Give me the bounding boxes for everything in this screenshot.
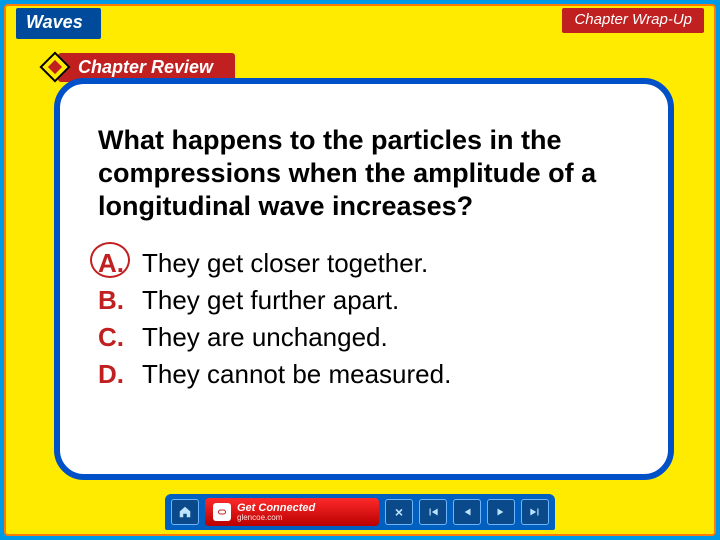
link-icon	[213, 503, 231, 521]
connected-subtitle: glencoe.com	[237, 514, 315, 522]
answer-letter: A.	[98, 245, 142, 282]
slide-outer: Waves Chapter Wrap-Up Chapter Review Wha…	[0, 0, 720, 540]
connected-text: Get Connected glencoe.com	[237, 503, 315, 522]
answer-text: They cannot be measured.	[142, 356, 451, 393]
answer-option[interactable]: C. They are unchanged.	[98, 319, 630, 356]
answer-list: A. They get closer together. B. They get…	[98, 245, 630, 393]
answer-option[interactable]: D. They cannot be measured.	[98, 356, 630, 393]
quiz-card: What happens to the particles in the com…	[54, 78, 674, 480]
last-icon	[528, 505, 542, 519]
answer-text: They get further apart.	[142, 282, 399, 319]
nav-toolbar: Get Connected glencoe.com ×	[165, 494, 555, 530]
topic-label: Waves	[26, 12, 83, 32]
next-icon	[494, 505, 508, 519]
close-icon: ×	[395, 504, 403, 520]
first-icon	[426, 505, 440, 519]
question-text: What happens to the particles in the com…	[98, 124, 630, 223]
slide-frame: Waves Chapter Wrap-Up Chapter Review Wha…	[4, 4, 716, 536]
first-button[interactable]	[419, 499, 447, 525]
get-connected-button[interactable]: Get Connected glencoe.com	[205, 498, 379, 526]
home-button[interactable]	[171, 499, 199, 525]
prev-icon	[460, 505, 474, 519]
close-button[interactable]: ×	[385, 499, 413, 525]
answer-letter: C.	[98, 319, 142, 356]
last-button[interactable]	[521, 499, 549, 525]
answer-option[interactable]: A. They get closer together.	[98, 245, 630, 282]
correct-indicator-icon	[90, 242, 130, 278]
answer-letter: D.	[98, 356, 142, 393]
wrapup-label: Chapter Wrap-Up	[574, 11, 692, 28]
chapter-wrapup-tab: Chapter Wrap-Up	[562, 8, 704, 33]
answer-option[interactable]: B. They get further apart.	[98, 282, 630, 319]
next-button[interactable]	[487, 499, 515, 525]
connected-title: Get Connected	[237, 503, 315, 514]
home-icon	[178, 505, 192, 519]
answer-letter: B.	[98, 282, 142, 319]
answer-text: They are unchanged.	[142, 319, 388, 356]
answer-text: They get closer together.	[142, 245, 428, 282]
prev-button[interactable]	[453, 499, 481, 525]
topic-tab: Waves	[16, 8, 101, 39]
